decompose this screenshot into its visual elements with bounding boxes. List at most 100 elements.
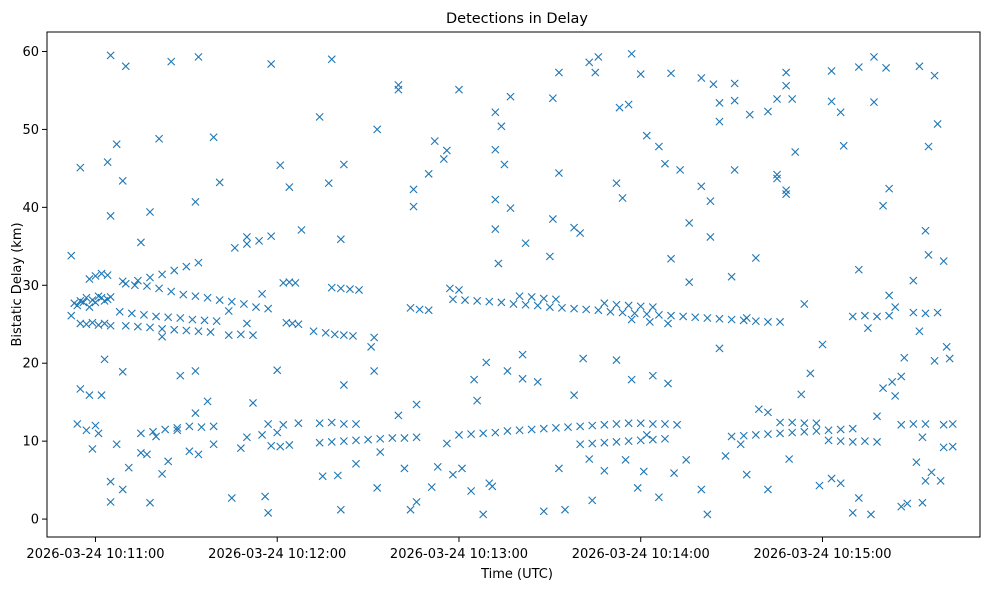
data-point xyxy=(754,405,763,414)
data-point xyxy=(751,317,760,326)
data-point xyxy=(776,317,785,326)
data-point xyxy=(860,311,869,320)
data-point xyxy=(879,384,888,393)
data-point xyxy=(430,137,439,146)
data-point xyxy=(706,197,715,206)
data-point xyxy=(727,315,736,324)
data-point xyxy=(370,333,379,342)
data-point xyxy=(242,319,251,328)
data-point xyxy=(527,425,536,434)
data-point xyxy=(763,317,772,326)
data-point xyxy=(388,434,397,443)
data-point xyxy=(203,397,212,406)
data-point xyxy=(627,49,636,58)
data-point xyxy=(624,437,633,446)
data-point xyxy=(585,58,594,67)
data-point xyxy=(351,420,360,428)
data-point xyxy=(227,297,236,306)
data-point xyxy=(812,427,821,436)
data-point xyxy=(324,179,333,188)
data-point xyxy=(824,426,833,435)
data-point xyxy=(939,257,948,266)
data-point xyxy=(751,430,760,439)
data-point xyxy=(115,307,124,316)
data-point xyxy=(848,508,857,517)
data-point xyxy=(315,419,324,428)
chart-title: Detections in Delay xyxy=(446,11,588,27)
data-point xyxy=(252,303,261,312)
data-point xyxy=(812,419,821,428)
data-point xyxy=(479,510,488,519)
data-point xyxy=(788,95,797,104)
data-point xyxy=(348,331,357,340)
data-point xyxy=(869,52,878,61)
data-point xyxy=(142,282,151,291)
data-point xyxy=(839,141,848,150)
data-point xyxy=(336,505,345,514)
data-point xyxy=(394,81,403,89)
data-point xyxy=(394,411,403,420)
data-point xyxy=(400,464,409,473)
data-point xyxy=(633,483,642,492)
data-point xyxy=(167,287,176,296)
y-tick-label: 0 xyxy=(31,513,39,528)
data-point xyxy=(915,62,924,71)
data-point xyxy=(136,448,145,457)
data-point xyxy=(924,250,933,259)
data-point xyxy=(473,296,482,305)
data-point xyxy=(146,323,154,332)
data-point xyxy=(321,328,330,337)
data-point xyxy=(106,497,115,506)
data-point xyxy=(776,429,785,438)
data-point xyxy=(191,292,200,301)
data-point xyxy=(73,420,82,428)
data-point xyxy=(118,176,127,185)
data-point xyxy=(594,306,603,315)
data-point xyxy=(333,471,342,480)
data-point xyxy=(891,303,900,312)
data-point xyxy=(518,350,527,359)
data-point xyxy=(854,265,863,274)
data-point xyxy=(258,289,267,298)
data-point xyxy=(215,178,224,187)
data-point xyxy=(521,239,530,248)
data-point xyxy=(600,420,609,429)
data-point xyxy=(564,423,573,432)
data-point xyxy=(903,499,912,508)
data-point xyxy=(412,433,421,442)
data-point xyxy=(915,327,924,336)
data-point xyxy=(454,85,463,94)
data-point xyxy=(330,330,339,339)
data-point xyxy=(921,309,930,318)
data-point xyxy=(515,292,524,301)
data-point xyxy=(191,197,200,206)
data-point xyxy=(100,355,109,364)
data-point xyxy=(488,482,497,491)
data-point xyxy=(85,391,94,400)
data-point xyxy=(660,434,669,443)
data-point xyxy=(497,122,506,131)
data-point xyxy=(515,426,524,435)
data-point xyxy=(339,331,348,340)
data-point xyxy=(179,290,188,299)
data-point xyxy=(533,377,542,386)
data-point xyxy=(782,68,791,77)
data-point xyxy=(491,428,500,437)
x-tick-label: 2026-03-24 10:11:00 xyxy=(26,547,164,562)
data-point xyxy=(106,321,115,330)
data-point xyxy=(497,298,506,307)
data-point xyxy=(642,430,651,439)
data-point xyxy=(521,300,530,309)
data-point xyxy=(373,125,382,134)
data-point xyxy=(127,309,136,318)
data-point xyxy=(118,485,127,494)
data-point xyxy=(888,377,897,386)
data-point xyxy=(654,142,663,151)
data-point xyxy=(551,295,560,304)
data-point xyxy=(103,271,112,280)
data-point xyxy=(448,470,457,479)
y-tick-label: 30 xyxy=(22,279,39,294)
data-point xyxy=(715,98,724,107)
data-point xyxy=(197,423,206,432)
